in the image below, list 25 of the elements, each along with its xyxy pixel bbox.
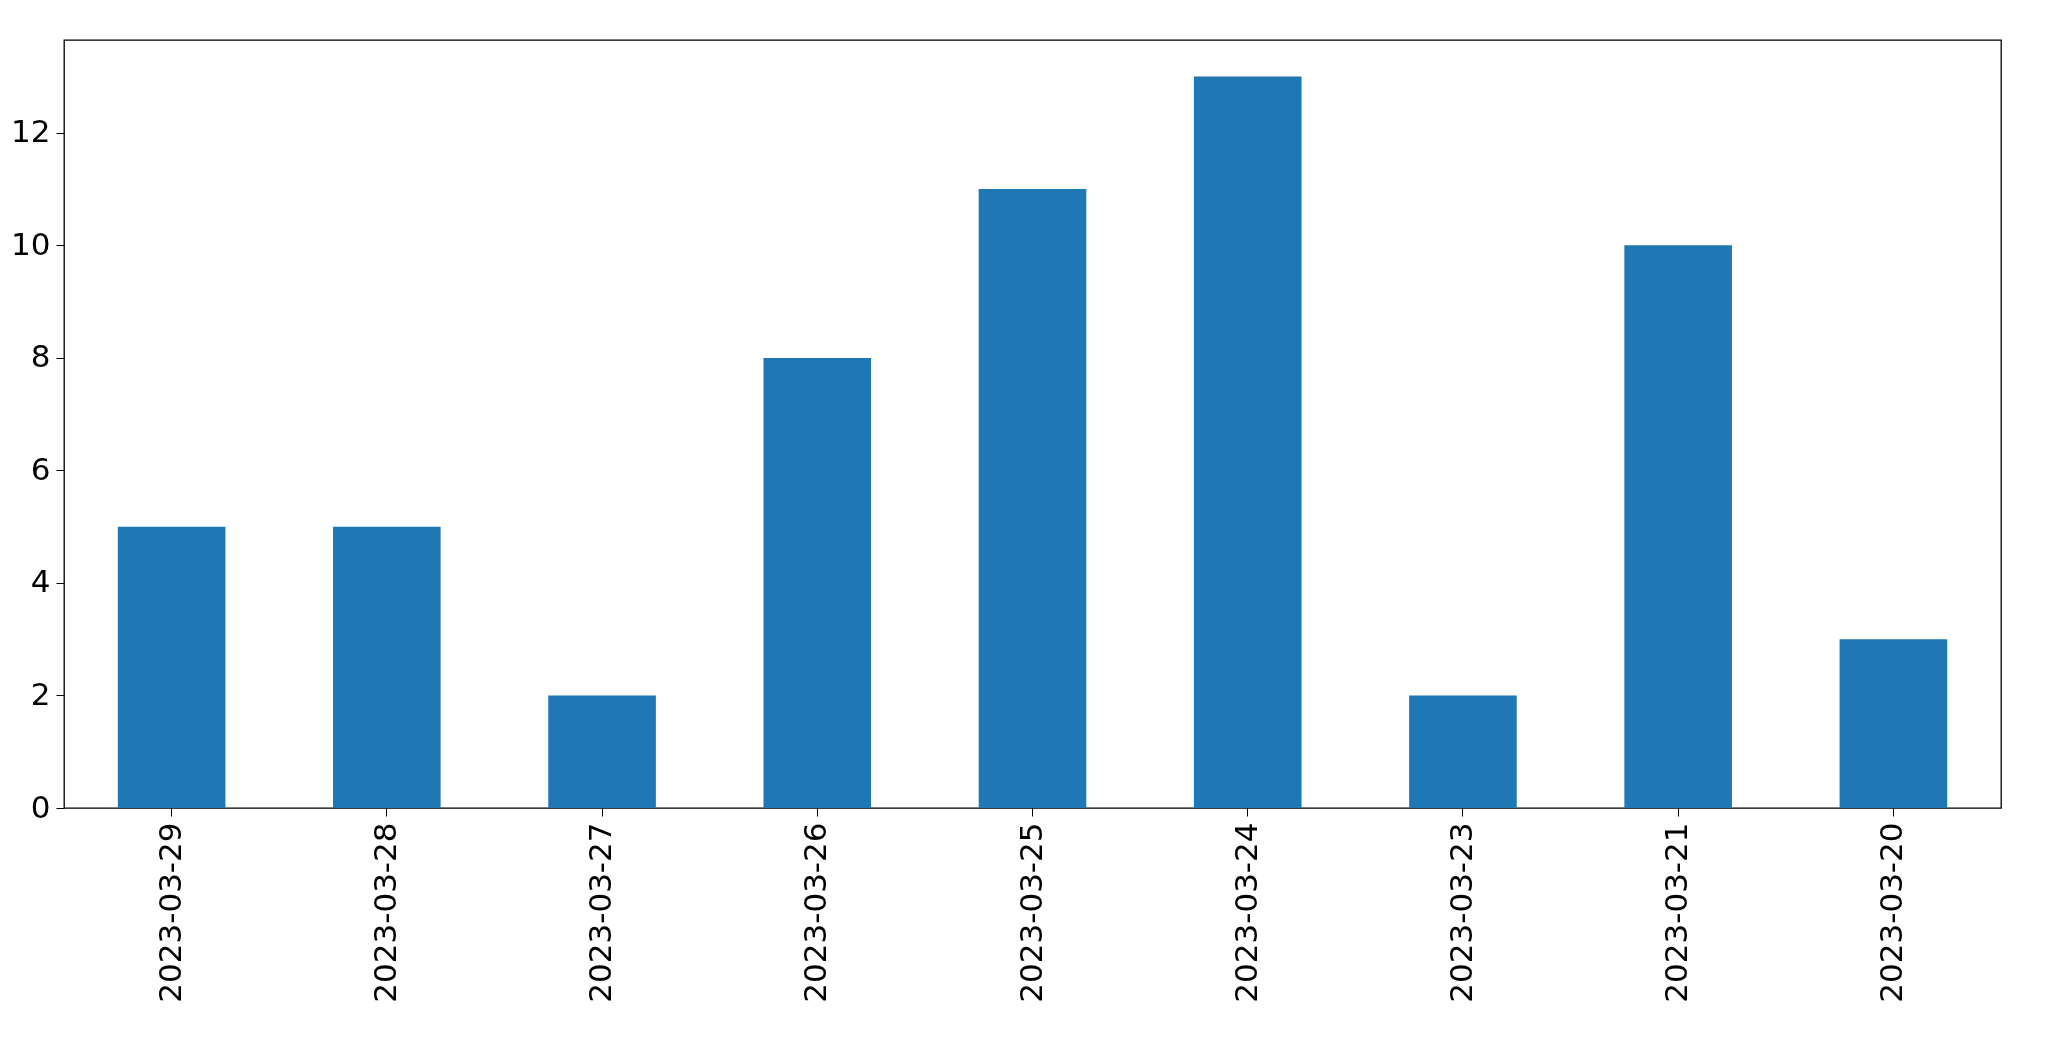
bar xyxy=(1409,695,1517,808)
x-tick-label: 2023-03-21 xyxy=(1658,822,1695,1003)
x-tick-label: 2023-03-26 xyxy=(797,822,834,1003)
x-tick-label: 2023-03-28 xyxy=(366,822,403,1003)
bar xyxy=(548,695,656,808)
x-tick-label: 2023-03-29 xyxy=(151,822,188,1003)
y-tick-label: 8 xyxy=(30,338,51,375)
x-tick-label: 2023-03-25 xyxy=(1012,822,1049,1003)
x-tick-label: 2023-03-23 xyxy=(1442,822,1479,1003)
y-tick-label: 12 xyxy=(11,113,51,150)
y-tick-label: 6 xyxy=(30,450,51,487)
y-tick-label: 0 xyxy=(30,788,51,825)
bar xyxy=(1624,245,1732,808)
bar xyxy=(117,526,226,808)
y-tick-label: 10 xyxy=(11,225,51,262)
y-tick-label: 4 xyxy=(30,563,51,600)
bar xyxy=(763,357,872,808)
bar xyxy=(978,189,1087,808)
bar xyxy=(333,526,441,808)
x-tick-label: 2023-03-20 xyxy=(1873,822,1910,1003)
x-tick-label: 2023-03-27 xyxy=(582,822,619,1003)
x-tick-label: 2023-03-24 xyxy=(1227,822,1264,1003)
bar xyxy=(1839,639,1948,808)
bar xyxy=(1193,76,1302,808)
y-tick-label: 2 xyxy=(30,675,51,712)
